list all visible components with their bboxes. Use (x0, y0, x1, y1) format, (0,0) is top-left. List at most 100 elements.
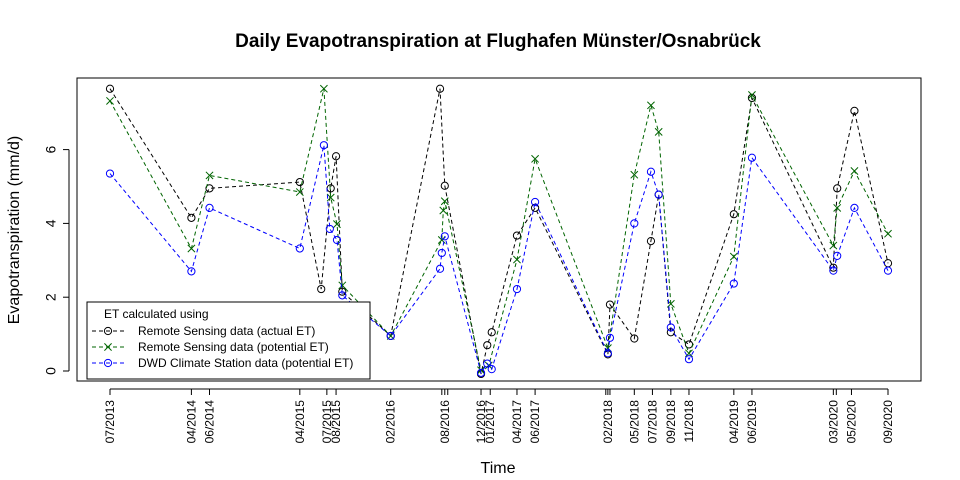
series-layer (105, 84, 893, 379)
series-3-point (530, 197, 540, 207)
series-3-point (295, 244, 304, 253)
series-1-point (850, 106, 859, 115)
legend-box (86, 301, 371, 380)
series-2-point (338, 281, 347, 290)
legend-label: Remote Sensing data (potential ET) (138, 340, 329, 354)
series-2-point-stroke (630, 170, 639, 179)
series-3-point (105, 169, 115, 178)
x-tick-label: 04/2019 (727, 400, 741, 444)
series-3-point (684, 355, 694, 364)
x-tick-label: 02/2016 (384, 400, 398, 444)
series-2-point-stroke (829, 241, 838, 250)
legend-label: Remote Sensing data (actual ET) (138, 324, 315, 338)
series-2-point (531, 154, 540, 163)
series-2-point-stroke (319, 84, 328, 93)
legend-entries: Remote Sensing data (actual ET) Remote Se… (92, 324, 353, 370)
series-2-point-stroke (833, 203, 842, 212)
series-2-point (833, 203, 842, 212)
legend-entry-3: DWD Climate Station data (potential ET) (92, 356, 353, 370)
y-tick-label: 6 (43, 145, 59, 153)
series-1-point (630, 334, 639, 343)
series-2-point-stroke (106, 96, 114, 105)
series-2-point (685, 349, 693, 358)
series-2-point (747, 91, 756, 99)
series-3-point (187, 267, 196, 276)
y-axis: 0 2 4 6 (43, 145, 70, 375)
legend-entry-1: Remote Sensing data (actual ET) (92, 324, 315, 338)
series-1-point (833, 184, 842, 193)
series-1-point (295, 177, 304, 187)
series-1-point (729, 210, 738, 219)
x-tick-label: 04/2014 (184, 400, 198, 444)
series-3-point (205, 203, 214, 213)
x-tick-label: 03/2020 (826, 400, 840, 444)
series-2-point-stroke (654, 127, 663, 136)
series-1-point (187, 213, 196, 222)
series-3-point (483, 359, 492, 368)
series-2-point (729, 252, 738, 261)
series-1-point (829, 263, 838, 272)
series-1-point (435, 84, 445, 93)
series-2-point-stroke (187, 244, 196, 253)
series-2-point (440, 197, 449, 206)
series-2-point (319, 84, 328, 93)
series-1-point (666, 328, 675, 337)
x-tick-label: 05/2018 (627, 400, 641, 444)
series-3-point (833, 251, 842, 260)
legend-label: DWD Climate Station data (potential ET) (138, 356, 353, 370)
series-2-point-stroke (685, 349, 693, 358)
legend-marker (104, 343, 112, 351)
series-2-point (829, 241, 838, 250)
series-2-point-stroke (205, 171, 214, 180)
series-2-point-stroke (440, 197, 449, 206)
series-2-point-stroke (338, 281, 347, 290)
x-axis: 07/2013 04/2014 06/2014 04/2015 07/201508/20… (103, 388, 895, 444)
series-3-point (605, 333, 615, 342)
series-2-point-stroke (477, 366, 485, 375)
legend-marker-stroke (104, 343, 112, 351)
series-2-point (513, 255, 521, 264)
x-tick-label: 12/2016 (474, 400, 488, 444)
series-1-point (317, 284, 326, 294)
series-2-point (106, 96, 114, 105)
y-tick-label: 0 (43, 367, 59, 375)
series-2-point-stroke (326, 193, 335, 202)
series-3-point (487, 365, 496, 374)
series-2-point-stroke (646, 101, 655, 110)
plot-frame (76, 77, 922, 382)
series-2-point (295, 188, 304, 196)
series-3-point (747, 153, 757, 162)
x-tick-label: 08/2016 (438, 400, 452, 444)
series-3-point (476, 368, 486, 377)
legend-entry-2: Remote Sensing data (potential ET) (92, 340, 329, 354)
series-2-line (109, 88, 889, 372)
series-2-point-stroke (333, 220, 341, 229)
x-tick-label: 11/2018 (682, 400, 696, 443)
series-2-point (884, 229, 892, 238)
series-3-line (109, 145, 889, 374)
series-1-point (331, 152, 341, 161)
series-3-point (319, 141, 328, 150)
series-1-point (440, 181, 449, 190)
x-tick-label: 04/2017 (510, 400, 524, 444)
series-1-point (205, 184, 214, 193)
series-3-point (883, 266, 893, 275)
series-3-point (850, 203, 859, 213)
x-tick-label: 09/2020 (881, 400, 895, 444)
series-2-point-stroke (439, 206, 448, 215)
series-3-point (435, 264, 445, 273)
series-3-point (332, 235, 342, 245)
legend: ET calculated using Remote Sensing data … (86, 301, 371, 380)
series-2-point-stroke (666, 299, 675, 308)
series-2-point (326, 193, 335, 202)
x-tick-label: 08/2015 (329, 400, 343, 444)
series-2-point (646, 101, 655, 110)
y-tick-label: 2 (43, 293, 59, 301)
series-2-point (439, 206, 448, 215)
series-2-point-stroke (850, 167, 859, 175)
x-tick-label: 05/2020 (844, 400, 858, 444)
series-3-point (729, 279, 738, 288)
series-3-point (603, 349, 612, 358)
series-2-point (654, 127, 663, 136)
